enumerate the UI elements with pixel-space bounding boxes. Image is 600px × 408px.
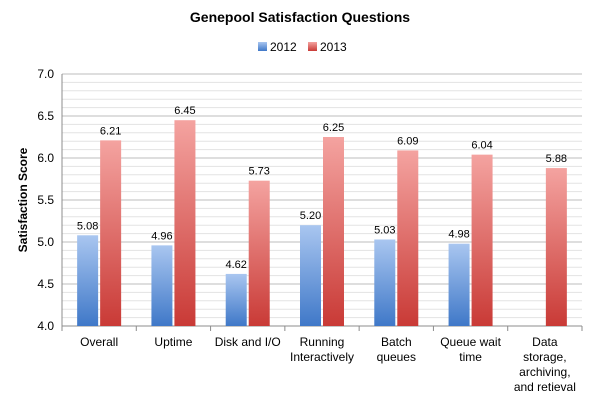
y-tick-label: 5.0	[37, 235, 54, 249]
x-tick-label-line: Uptime	[154, 335, 192, 349]
bar-2012	[77, 235, 98, 326]
bar-2013	[546, 168, 567, 326]
data-label-2012: 5.03	[374, 224, 395, 236]
bar-2013	[100, 140, 121, 326]
x-tick-label-line: Queue wait	[440, 335, 501, 349]
legend-label-2013: 2013	[320, 40, 347, 54]
bar-2013	[323, 137, 344, 326]
data-label-2013: 6.45	[174, 105, 195, 117]
data-label-2013: 5.88	[546, 153, 567, 165]
x-tick-label: Disk and I/O	[215, 335, 281, 349]
legend: 2012 2013	[258, 40, 347, 54]
x-tick-label-line: Interactively	[290, 350, 354, 364]
x-tick-label: Overall	[80, 335, 118, 349]
x-tick-label: Batchqueues	[377, 335, 416, 364]
bar-2012	[226, 274, 247, 326]
data-label-2012: 4.62	[226, 259, 247, 271]
x-tick-label-line: Overall	[80, 335, 118, 349]
y-tick-label: 6.0	[37, 151, 54, 165]
bar-2013	[397, 150, 418, 326]
legend-swatch-2012	[258, 42, 267, 51]
data-label-2013: 6.21	[100, 125, 121, 137]
bar-2012	[449, 244, 470, 326]
x-tick-label-line: Running	[300, 335, 345, 349]
x-tick-label-line: time	[459, 350, 482, 364]
bar-2013	[174, 120, 195, 326]
bar-2013	[472, 155, 493, 326]
bar-2013	[249, 181, 270, 326]
x-tick-label: Uptime	[154, 335, 192, 349]
chart-title: Genepool Satisfaction Questions	[190, 9, 410, 25]
x-tick-label-line: storage,	[523, 350, 566, 364]
data-label-2012: 5.20	[300, 210, 321, 222]
data-label-2013: 6.04	[471, 140, 492, 152]
bar-2012	[374, 239, 395, 326]
x-tick-label: RunningInteractively	[290, 335, 354, 364]
data-label-2013: 5.73	[249, 166, 270, 178]
data-label-2012: 4.98	[448, 229, 469, 241]
x-tick-label-line: Batch	[381, 335, 412, 349]
x-tick-label-line: Disk and I/O	[215, 335, 281, 349]
gridlines	[62, 74, 582, 326]
x-tick-label: Queue waittime	[440, 335, 501, 364]
y-tick-label: 5.5	[37, 193, 54, 207]
x-tick-label-line: Data	[532, 335, 558, 349]
y-tick-label: 6.5	[37, 109, 54, 123]
bars	[77, 120, 567, 326]
legend-label-2012: 2012	[270, 40, 297, 54]
bar-2012	[300, 225, 321, 326]
y-axis-label: Satisfaction Score	[16, 147, 30, 252]
bar-2012	[151, 245, 172, 326]
data-label-2013: 6.25	[323, 122, 344, 134]
x-tick-label: Datastorage,archiving,and retieval	[514, 335, 576, 394]
data-label-2012: 4.96	[151, 230, 172, 242]
x-tick-label-line: archiving,	[519, 365, 570, 379]
y-tick-label: 4.0	[37, 319, 54, 333]
x-tick-label-line: queues	[377, 350, 416, 364]
data-label-2012: 5.08	[77, 220, 98, 232]
legend-swatch-2013	[308, 42, 317, 51]
y-tick-label: 7.0	[37, 67, 54, 81]
data-label-2013: 6.09	[397, 135, 418, 147]
x-tick-label-line: and retieval	[514, 380, 576, 394]
y-tick-label: 4.5	[37, 277, 54, 291]
data-labels: 5.08 6.21 4.96 6.45 4.62 5.73 5.20 6.25 5.03 6.09…	[77, 105, 567, 271]
